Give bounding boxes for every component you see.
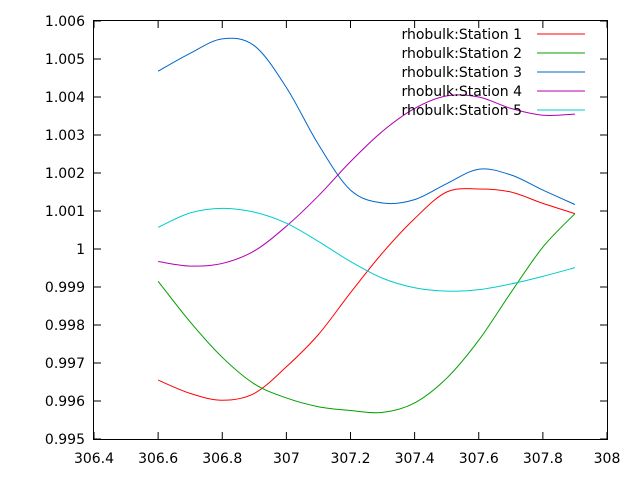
y-tick-label: 1.002 xyxy=(45,166,85,182)
legend-label: rhobulk:Station 3 xyxy=(401,65,522,81)
axis-ticks xyxy=(93,20,608,440)
y-tick-label: 1.004 xyxy=(45,90,85,106)
series-line-station-2 xyxy=(157,213,576,414)
series-lines xyxy=(157,37,576,414)
y-tick-label: 1.001 xyxy=(45,204,85,220)
y-tick-label: 1.006 xyxy=(45,14,85,30)
legend: rhobulk:Station 1 rhobulk:Station 2 rhobul… xyxy=(401,27,585,119)
legend-label: rhobulk:Station 5 xyxy=(401,103,522,119)
x-tick-label: 306.6 xyxy=(138,451,178,467)
x-tick-label: 307.4 xyxy=(395,451,435,467)
series-line-station-1 xyxy=(157,188,576,401)
x-tick-label: 306.4 xyxy=(74,451,114,467)
legend-label: rhobulk:Station 2 xyxy=(401,46,522,62)
y-tick-label: 0.997 xyxy=(45,356,85,372)
x-tick-label: 307.8 xyxy=(523,451,563,467)
x-tick-label: 308 xyxy=(594,451,621,467)
y-tick-label: 1.005 xyxy=(45,52,85,68)
x-tick-label: 307 xyxy=(273,451,300,467)
x-tick-label: 307.6 xyxy=(459,451,499,467)
y-tick-label: 0.998 xyxy=(45,318,85,334)
series-line-station-4 xyxy=(158,94,575,267)
x-tick-label: 307.2 xyxy=(330,451,370,467)
y-tick-label: 0.999 xyxy=(45,280,85,296)
y-tick-label: 0.996 xyxy=(45,394,85,410)
plot-frame xyxy=(93,20,608,440)
series-line-station-3 xyxy=(157,37,576,205)
legend-label: rhobulk:Station 1 xyxy=(401,27,522,43)
y-tick-label: 0.995 xyxy=(45,432,85,448)
y-tick-label: 1 xyxy=(76,242,85,258)
y-tick-label: 1.003 xyxy=(45,128,85,144)
x-tick-label: 306.8 xyxy=(202,451,242,467)
axis-tick-labels: 306.4 306.6 306.8 307 307.2 307.4 307.6 307.8 30… xyxy=(45,14,620,467)
legend-label: rhobulk:Station 4 xyxy=(401,84,522,100)
series-line-station-5 xyxy=(157,207,576,292)
